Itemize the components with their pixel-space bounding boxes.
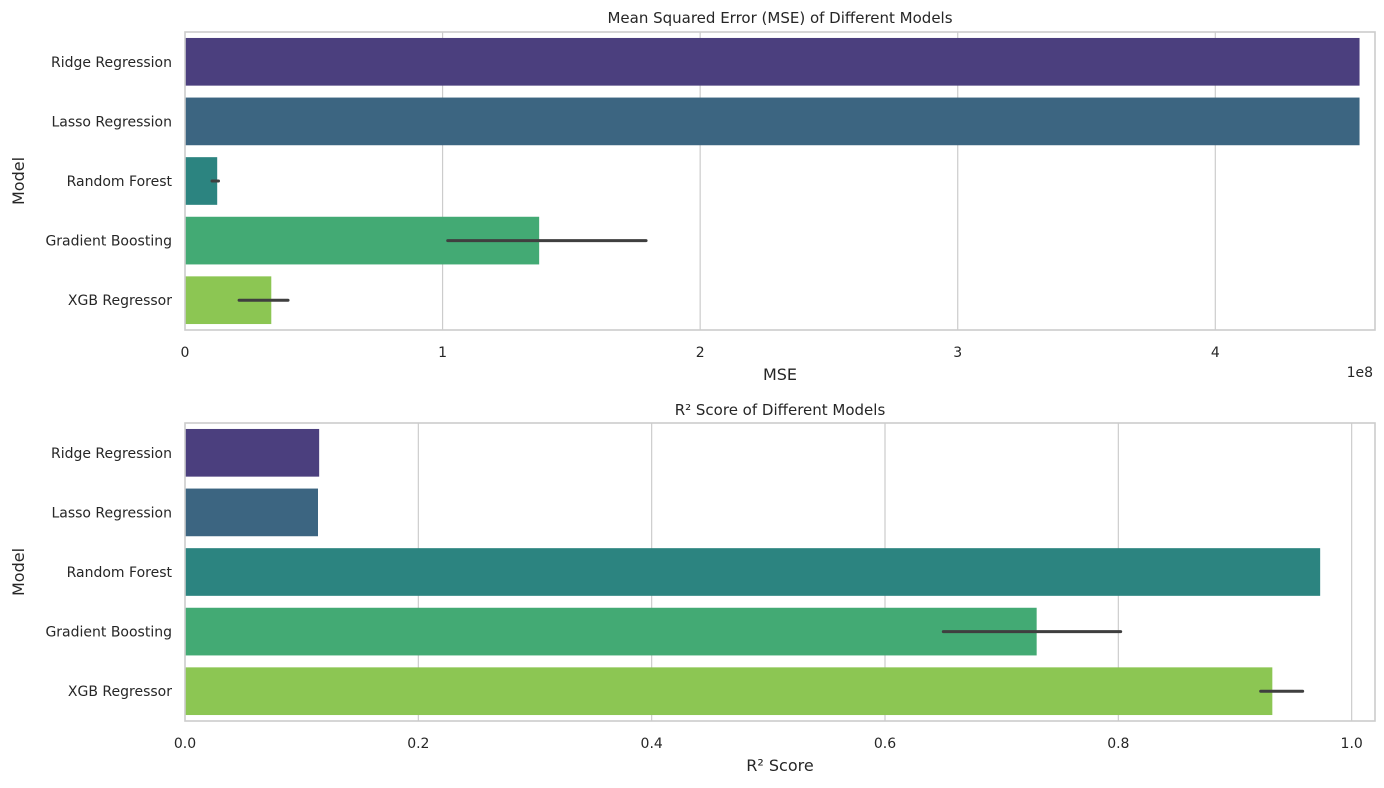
y-axis-label: Model bbox=[9, 157, 28, 205]
tick-label: 0 bbox=[181, 345, 190, 361]
bar-lasso-regression bbox=[185, 97, 1360, 146]
mse-chart: Ridge Regression Lasso Regression Random F… bbox=[9, 9, 1376, 384]
chart-title: Mean Squared Error (MSE) of Different Mo… bbox=[607, 9, 952, 27]
axis-offset-label: 1e8 bbox=[1347, 365, 1373, 381]
chart-title: R² Score of Different Models bbox=[675, 401, 886, 419]
category-label: Ridge Regression bbox=[51, 55, 172, 71]
category-label: XGB Regressor bbox=[68, 684, 172, 700]
bar-random-forest bbox=[185, 548, 1321, 596]
tick-label: 0.0 bbox=[174, 736, 196, 752]
tick-label: 0.2 bbox=[407, 736, 429, 752]
category-label: Random Forest bbox=[67, 174, 173, 190]
bar-gradient-boosting bbox=[185, 607, 1037, 656]
bar-lasso-regression bbox=[185, 488, 318, 537]
x-axis-label: R² Score bbox=[746, 756, 813, 775]
tick-label: 2 bbox=[696, 345, 705, 361]
tick-label: 0.6 bbox=[874, 736, 896, 752]
y-axis-label: Model bbox=[9, 548, 28, 596]
category-label: Gradient Boosting bbox=[45, 625, 172, 641]
r2-chart: Ridge Regression Lasso Regression Random F… bbox=[9, 401, 1376, 775]
category-label: XGB Regressor bbox=[68, 293, 172, 309]
tick-label: 4 bbox=[1211, 345, 1220, 361]
category-label: Random Forest bbox=[67, 565, 173, 581]
bar-ridge-regression bbox=[185, 428, 320, 477]
category-label: Ridge Regression bbox=[51, 446, 172, 462]
tick-label: 3 bbox=[953, 345, 962, 361]
plot-frame bbox=[184, 422, 1376, 722]
category-label: Lasso Regression bbox=[51, 114, 172, 130]
x-axis-label: MSE bbox=[763, 365, 797, 384]
bar-ridge-regression bbox=[185, 37, 1360, 86]
plot-frame bbox=[184, 31, 1376, 331]
tick-label: 1 bbox=[438, 345, 447, 361]
tick-label: 0.8 bbox=[1107, 736, 1129, 752]
bar-xgb-regressor bbox=[185, 667, 1273, 716]
tick-label: 1.0 bbox=[1341, 736, 1363, 752]
tick-label: 0.4 bbox=[641, 736, 663, 752]
category-label: Lasso Regression bbox=[51, 505, 172, 521]
category-label: Gradient Boosting bbox=[45, 234, 172, 250]
